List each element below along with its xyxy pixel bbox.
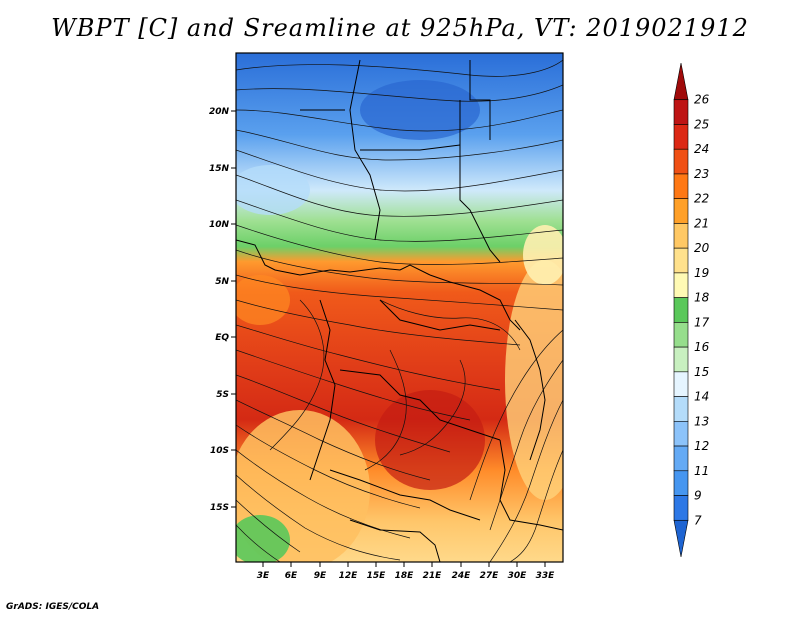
colorbar-label: 19 (694, 266, 709, 280)
colorbar-segment (673, 371, 689, 397)
colorbar-segment (673, 445, 689, 472)
colorbar-segment (673, 198, 689, 224)
lat-tick-label: EQ (215, 333, 229, 343)
colorbar-label: 9 (694, 489, 702, 503)
lon-tick-label: 6E (285, 571, 298, 581)
map-frame (235, 52, 564, 563)
colorbar-segment (673, 297, 689, 323)
lon-tick-label: 9E (314, 571, 327, 581)
colorbar-label: 12 (694, 439, 709, 453)
lat-tick-label: 15N (209, 164, 230, 174)
colorbar-label: 26 (694, 93, 710, 107)
colorbar-segment (673, 495, 689, 521)
colorbar-segment (673, 223, 689, 249)
colorbar-label: 20 (694, 241, 710, 255)
lon-axis (262, 562, 546, 567)
lon-tick-label: 27E (480, 571, 500, 581)
colorbar-segment (673, 247, 689, 274)
colorbar-segment (673, 322, 689, 348)
lat-tick-label: 20N (209, 107, 230, 117)
colorbar-segment (673, 421, 689, 447)
colorbar-segment (673, 470, 689, 496)
colorbar-segment (673, 173, 689, 199)
colorbar-label: 22 (694, 192, 709, 206)
streamlines (236, 59, 563, 562)
lat-axis (231, 110, 236, 508)
colorbar-label: 25 (694, 117, 709, 131)
lon-tick-label: 30E (508, 571, 528, 581)
colorbar-label: 17 (694, 315, 710, 329)
colorbar-label: 15 (694, 365, 709, 379)
colorbar-label: 21 (694, 216, 709, 230)
map-title: WBPT [C] and Sreamline at 925hPa, VT: 20… (51, 14, 749, 42)
colorbar-segment (673, 124, 689, 150)
lon-tick-label: 21E (423, 571, 443, 581)
colorbar-label: 7 (694, 513, 702, 527)
credit-label: GrADS: IGES/COLA (6, 602, 100, 612)
lat-tick-label: 10N (209, 220, 230, 230)
colorbar-label: 13 (694, 414, 709, 428)
country-borders (236, 59, 563, 562)
lon-tick-label: 15E (367, 571, 387, 581)
lat-tick-label: 5S (216, 390, 229, 400)
lon-tick-label: 24E (452, 571, 472, 581)
colorbar-segment (673, 148, 689, 175)
colorbar-segment (673, 99, 689, 125)
colorbar-segment (673, 519, 689, 558)
lon-tick-label: 33E (536, 571, 556, 581)
colorbar-segment (673, 396, 689, 422)
colorbar-segment (673, 346, 689, 373)
lat-tick-label: 10S (210, 446, 229, 456)
lat-tick-label: 15S (210, 503, 229, 513)
lat-tick-label: 5N (215, 277, 229, 287)
wbpt-field (236, 53, 563, 562)
lon-tick-label: 18E (395, 571, 415, 581)
colorbar-label: 16 (694, 340, 710, 354)
colorbar: 26 25 24 23 22 21 20 19 18 17 16 15 14 13 12 11 9 7 (673, 62, 710, 558)
colorbar-label: 23 (694, 167, 709, 181)
colorbar-label: 14 (694, 390, 709, 404)
colorbar-label: 11 (694, 464, 709, 478)
colorbar-label: 18 (694, 291, 710, 305)
colorbar-segment (673, 62, 689, 101)
lon-tick-label: 12E (339, 571, 359, 581)
lon-tick-label: 3E (257, 571, 270, 581)
colorbar-segment (673, 272, 689, 298)
colorbar-label: 24 (694, 142, 709, 156)
